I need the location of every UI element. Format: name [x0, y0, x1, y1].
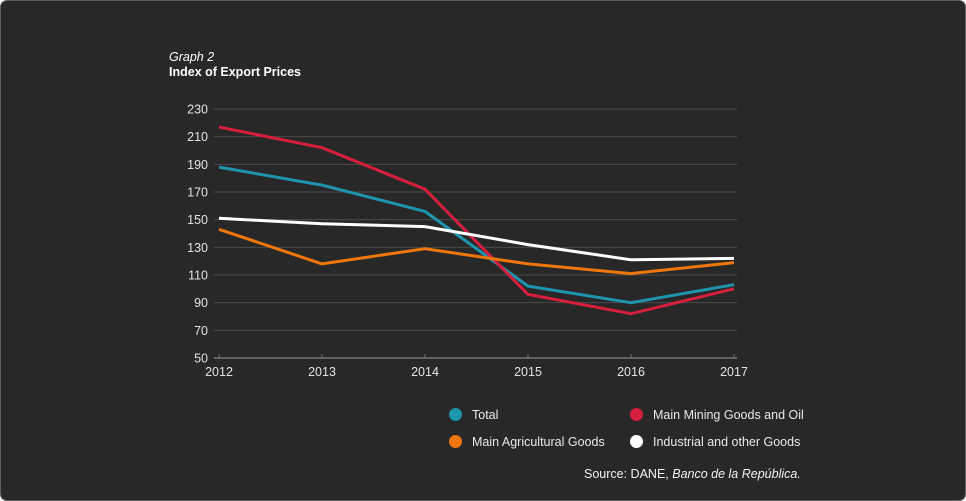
x-tick-label: 2014: [411, 365, 439, 379]
source-text-italic: Banco de la República.: [672, 467, 801, 481]
y-tick-label: 130: [187, 241, 208, 255]
series-line-main-agricultural-goods: [218, 227, 735, 276]
y-tick-label: 170: [187, 186, 208, 200]
legend-item-main-mining-goods-and-oil: Main Mining Goods and Oil: [630, 401, 804, 428]
series-line-total: [218, 165, 735, 305]
legend-dot-main-mining-goods-and-oil: [630, 408, 643, 421]
x-tick-label: 2017: [720, 365, 748, 379]
legend-dot-main-agricultural-goods: [449, 435, 462, 448]
y-tick-label: 210: [187, 130, 208, 144]
graph-name: Index of Export Prices: [169, 65, 301, 79]
legend-dot-industrial-and-other-goods: [630, 435, 643, 448]
y-tick-label: 70: [194, 324, 208, 338]
x-tick-label: 2012: [205, 365, 233, 379]
series-line-main-mining-goods-and-oil: [218, 125, 735, 316]
legend-label: Main Agricultural Goods: [472, 434, 605, 449]
source-note: Source: DANE, Banco de la República.: [584, 467, 801, 481]
legend-label: Total: [472, 407, 499, 422]
chart-title: Graph 2 Index of Export Prices: [169, 50, 301, 80]
legend-label: Industrial and other Goods: [653, 434, 801, 449]
source-text: Source: DANE,: [584, 467, 673, 481]
x-tick-label: 2016: [617, 365, 645, 379]
legend-label: Main Mining Goods and Oil: [653, 407, 804, 422]
y-tick-label: 190: [187, 158, 208, 172]
graph-number: Graph 2: [169, 50, 215, 64]
series-line-industrial-and-other-goods: [218, 216, 735, 262]
y-tick-label: 90: [194, 296, 208, 310]
legend-item-industrial-and-other-goods: Industrial and other Goods: [630, 428, 804, 455]
y-tick-label: 110: [188, 269, 208, 283]
x-tick-label: 2013: [308, 365, 336, 379]
legend-item-total: Total: [449, 401, 630, 428]
chart-legend: Total Main Mining Goods and Oil Main Agric…: [449, 401, 804, 455]
x-tick-label: 2015: [514, 365, 542, 379]
legend-item-main-agricultural-goods: Main Agricultural Goods: [449, 428, 630, 455]
y-tick-label: 150: [187, 213, 208, 227]
legend-dot-total: [449, 408, 462, 421]
y-tick-label: 50: [194, 352, 208, 366]
y-tick-label: 230: [187, 103, 208, 117]
